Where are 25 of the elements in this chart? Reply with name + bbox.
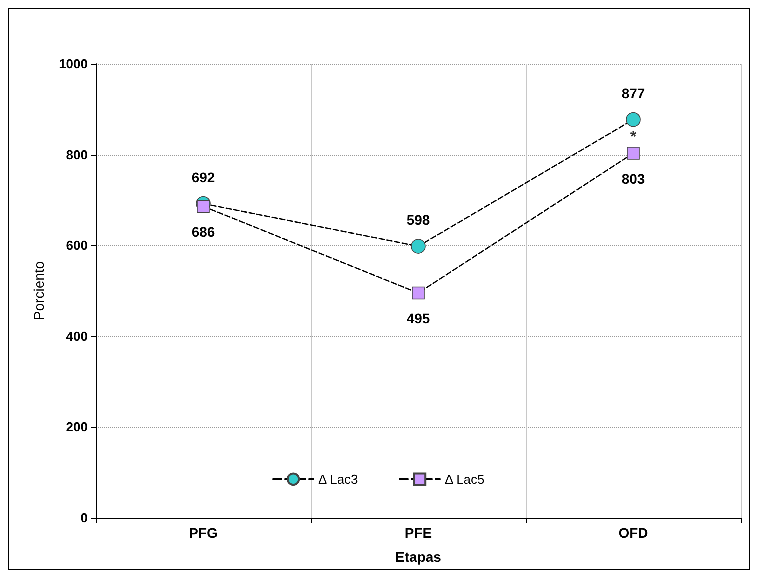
x-tick-label: OFD	[618, 525, 648, 541]
data-label: 495	[406, 310, 430, 327]
annotation: *	[630, 128, 638, 146]
point	[411, 239, 426, 254]
y-tick-label: 200	[66, 420, 88, 435]
y-tick-label: 400	[66, 328, 88, 344]
data-label: 692	[192, 169, 216, 186]
data-label: 877	[622, 85, 646, 102]
x-tick-label: PFG	[189, 525, 218, 541]
y-axis-title: Porciento	[31, 261, 47, 321]
y-tick-label: 800	[66, 147, 88, 162]
y-tick-label: 0	[80, 510, 88, 526]
data-label: 803	[622, 170, 646, 187]
legend-label: Δ Lac5	[445, 472, 485, 487]
data-label: 686	[192, 224, 216, 240]
point	[412, 286, 425, 300]
point	[627, 147, 640, 160]
legend-label: Δ Lac3	[318, 472, 358, 487]
data-label: 598	[406, 212, 430, 228]
y-tick-label: 600	[66, 238, 88, 254]
y-tick-label: 1000	[59, 56, 88, 72]
x-axis-title: Etapas	[396, 549, 442, 565]
point	[626, 112, 641, 128]
x-tick-label: PFE	[404, 525, 432, 541]
point	[197, 200, 210, 213]
